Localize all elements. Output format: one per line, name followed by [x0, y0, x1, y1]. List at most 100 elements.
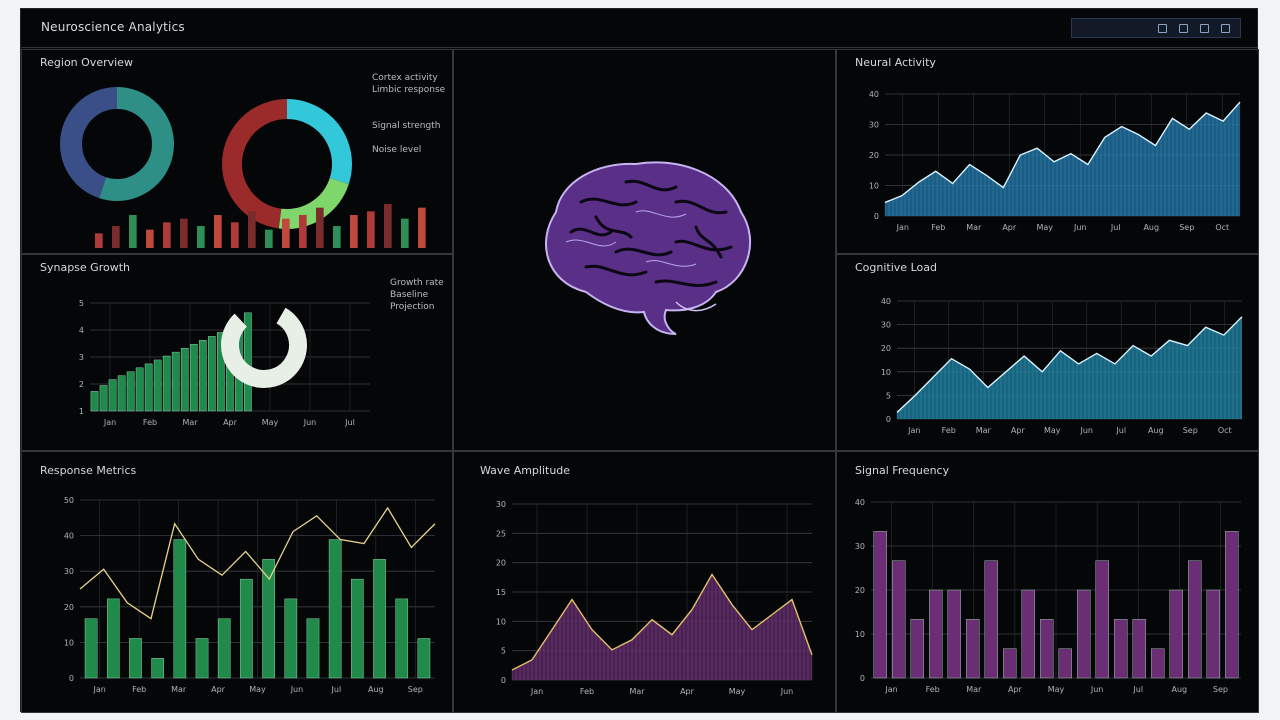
x-tick-label: Mar	[966, 223, 982, 232]
y-tick-label: 40	[869, 90, 879, 99]
bar	[99, 385, 108, 412]
bar	[1040, 619, 1054, 679]
x-tick-label: Jul	[1110, 223, 1121, 232]
bar	[180, 218, 188, 248]
x-tick-label: Jan	[93, 685, 106, 694]
bar	[262, 559, 275, 679]
x-tick-label: Feb	[931, 223, 945, 232]
x-tick-label: Apr	[1002, 223, 1017, 232]
bar	[417, 638, 431, 679]
y-tick-label: 40	[64, 532, 74, 541]
brain-stem	[675, 301, 717, 312]
y-tick-label: 10	[869, 182, 879, 191]
synapse-growth-chart: 5 4 3 2 1 Jan Feb Mar Apr May Jun Jul	[79, 299, 370, 427]
minimize-icon[interactable]	[1200, 23, 1209, 33]
legend-item: Noise level	[372, 145, 422, 155]
bar	[106, 598, 120, 679]
y-tick-label: 30	[64, 567, 74, 576]
x-tick-label: May	[249, 685, 266, 694]
legend: Growth rate Baseline Projection	[390, 277, 444, 313]
bar	[265, 229, 273, 248]
bar	[929, 589, 943, 679]
x-tick-label: Jul	[331, 685, 342, 694]
bar	[144, 363, 153, 412]
x-tick-label: May	[1048, 685, 1065, 694]
bar	[248, 211, 256, 248]
bar	[173, 539, 187, 679]
bar	[207, 336, 216, 412]
dashboard-window: Neuroscience Analytics Region Overview C…	[20, 8, 1259, 713]
panel-response-metrics: Response Metrics 50 40 30 20 10 0 Jan Feb Mar Apr…	[21, 451, 453, 713]
bar	[1169, 589, 1183, 679]
area-fill	[897, 316, 1242, 419]
legend-item: Baseline	[390, 290, 429, 300]
y-tick-label: 1	[79, 407, 84, 416]
panel-wave-amplitude: Wave Amplitude 30 25 20 15 10 5 0 Jan Feb Mar Apr M…	[453, 451, 836, 713]
y-tick-label: 50	[64, 496, 74, 505]
series-line	[884, 101, 1241, 204]
y-tick-label: 0	[874, 212, 879, 221]
legend-item: Cortex activity	[372, 73, 438, 83]
x-tick-label: Aug	[1148, 426, 1164, 435]
x-tick-label: Sep	[1183, 426, 1198, 435]
x-tick-label: Jan	[896, 223, 909, 232]
progress-ring	[221, 302, 307, 388]
panel-title: Region Overview	[40, 56, 133, 69]
panel-neural-activity: Neural Activity 40 30 20 10 0 Jan Feb Mar Apr May…	[836, 49, 1259, 254]
x-tick-label: Jun	[780, 687, 794, 696]
y-tick-label: 10	[496, 617, 506, 626]
bar	[350, 215, 358, 248]
x-tick-label: Jun	[290, 685, 304, 694]
bar	[217, 332, 225, 412]
donut-chart-a	[60, 87, 174, 201]
bar	[351, 578, 364, 679]
neural-activity-chart: 40 30 20 10 0 Jan Feb Mar Apr May Jun Jul Aug Sep Oct	[869, 90, 1241, 232]
panel-title: Neural Activity	[855, 56, 936, 69]
bar	[418, 207, 426, 248]
bar	[84, 618, 98, 679]
close-icon[interactable]	[1221, 23, 1230, 33]
x-tick-label: Feb	[580, 687, 594, 696]
y-tick-label: 4	[79, 326, 84, 335]
x-tick-label: Mar	[171, 685, 187, 694]
x-tick-label: Mar	[966, 685, 982, 694]
search-icon[interactable]	[1158, 23, 1167, 33]
bar	[214, 215, 222, 248]
x-tick-label: Feb	[143, 418, 157, 427]
bar	[373, 559, 386, 679]
y-tick-label: 20	[64, 603, 74, 612]
x-tick-label: Aug	[368, 685, 384, 694]
bar	[1003, 648, 1017, 679]
panel-synapse-growth: Synapse Growth Growth rate Baseline Proj…	[21, 254, 453, 451]
x-tick-label: May	[729, 687, 746, 696]
bar	[108, 379, 117, 412]
bar	[966, 619, 980, 679]
bar	[198, 340, 207, 412]
x-tick-label: Jan	[884, 685, 897, 694]
bar	[299, 215, 307, 248]
x-tick-label: Mar	[629, 687, 645, 696]
x-tick-label: Jun	[303, 418, 317, 427]
x-tick-label: Feb	[942, 426, 956, 435]
bar-chart-mini	[95, 204, 426, 248]
y-tick-label: 25	[496, 529, 506, 538]
y-tick-label: 20	[496, 559, 506, 568]
bar	[197, 226, 205, 248]
bar	[163, 222, 171, 248]
bar	[126, 371, 135, 412]
title-bar: Neuroscience Analytics	[21, 9, 1257, 48]
y-tick-label: 30	[855, 542, 865, 551]
panel-title: Response Metrics	[40, 464, 137, 477]
panel-title: Wave Amplitude	[480, 464, 571, 477]
y-tick-label: 20	[869, 151, 879, 160]
x-tick-label: Mar	[976, 426, 992, 435]
bar	[947, 589, 961, 679]
bar	[316, 207, 324, 248]
window-controls	[1071, 18, 1241, 38]
bar	[1077, 589, 1091, 679]
settings-icon[interactable]	[1179, 23, 1188, 33]
brain-folds	[569, 179, 733, 287]
panel-title: Cognitive Load	[855, 261, 937, 274]
y-tick-label: 10	[881, 368, 891, 377]
y-tick-label: 3	[79, 353, 84, 362]
